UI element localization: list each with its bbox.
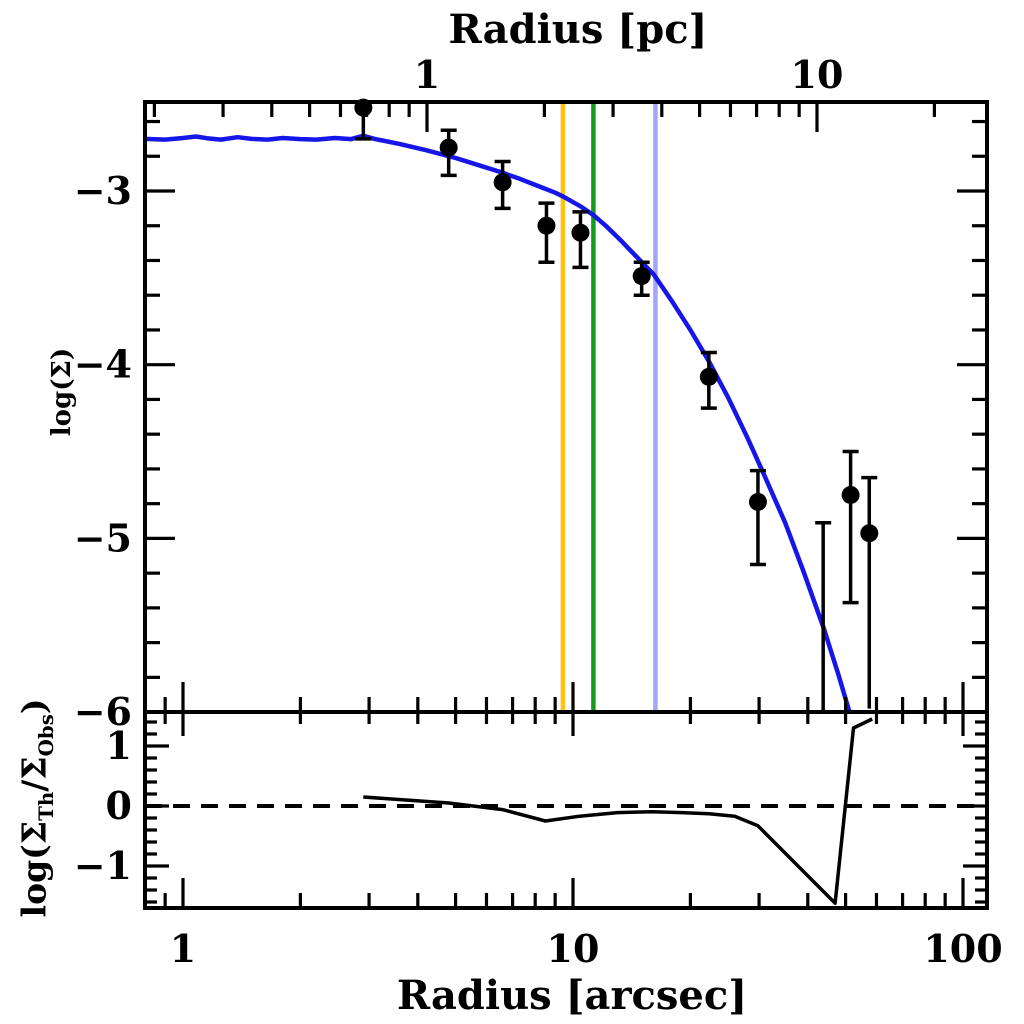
residual-curve xyxy=(363,717,873,905)
ylabel-subscript: Th xyxy=(34,791,59,821)
tick-labels: −3−4−5−610−11 101 10 100 xyxy=(74,52,1003,971)
bottom-x-tick-label: 10 xyxy=(547,926,600,971)
data-point xyxy=(841,485,860,504)
residual-y-axis-title: log(ΣTh/ΣObs) xyxy=(14,698,59,918)
data-points xyxy=(354,98,879,543)
data-point xyxy=(632,267,651,286)
residual-y-tick-label: 1 xyxy=(106,723,132,768)
bottom-x-tick-label: 1 xyxy=(170,926,196,971)
ylabel-text: ) xyxy=(14,698,54,715)
data-point xyxy=(860,524,879,543)
data-point xyxy=(699,367,718,386)
top-x-tick-label: 1 xyxy=(414,52,440,97)
model-curve xyxy=(145,133,852,712)
data-point xyxy=(493,173,512,192)
main-panel-border xyxy=(143,100,989,714)
y-tick-label: −5 xyxy=(74,515,132,560)
bottom-x-tick-label: 100 xyxy=(923,926,1002,971)
main-y-axis-title: log(Σ) xyxy=(47,347,77,437)
residual-y-tick-label: 0 xyxy=(106,783,132,828)
top-x-tick-label: 10 xyxy=(791,52,844,97)
y-tick-label: −6 xyxy=(74,689,132,734)
ylabel-text: /Σ xyxy=(14,756,54,792)
bottom-axis-title: Radius [arcsec] xyxy=(396,972,748,1019)
residual-y-tick-label: −1 xyxy=(74,843,132,888)
y-tick-label: −3 xyxy=(74,168,132,213)
ylabel-subscript: Obs xyxy=(34,714,59,757)
error-bars xyxy=(355,102,878,713)
ylabel-text: log(Σ xyxy=(14,820,54,918)
data-point xyxy=(537,216,556,235)
top-axis-title: Radius [pc] xyxy=(448,6,708,53)
residual-panel-border xyxy=(143,710,989,910)
data-point xyxy=(571,223,590,242)
axis-ticks xyxy=(143,102,987,908)
y-tick-label: −4 xyxy=(74,342,132,387)
data-point xyxy=(439,138,458,157)
data-point xyxy=(748,492,767,511)
